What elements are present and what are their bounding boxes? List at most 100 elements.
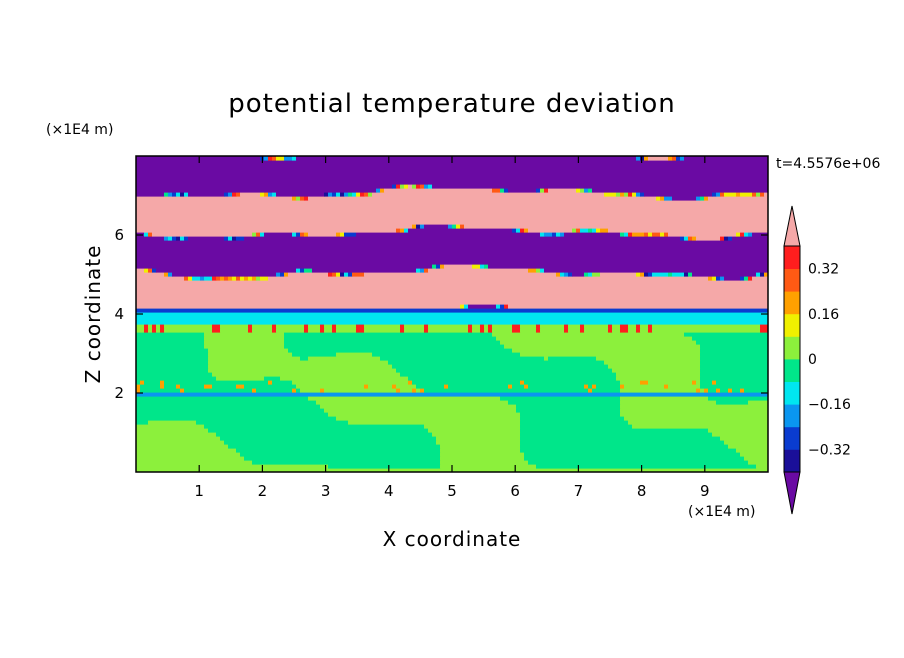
contour-cell <box>136 428 209 433</box>
contour-cell <box>748 232 753 237</box>
contour-cell <box>136 156 261 161</box>
contour-cell <box>568 324 581 329</box>
contour-cell <box>612 328 621 333</box>
contour-cell <box>236 276 241 281</box>
contour-cell <box>680 236 685 241</box>
contour-cell <box>440 456 525 461</box>
contour-cell <box>760 324 768 329</box>
contour-cell <box>136 224 413 229</box>
contour-cell <box>144 380 161 385</box>
contour-cell <box>308 328 321 333</box>
contour-cell <box>500 396 621 401</box>
contour-cell <box>148 232 153 237</box>
contour-cell <box>520 420 629 425</box>
contour-cell <box>620 388 697 393</box>
contour-cell <box>144 268 149 273</box>
contour-cell <box>748 460 768 465</box>
contour-cell <box>356 232 541 237</box>
contour-cell <box>724 276 741 281</box>
contour-cell <box>596 228 601 233</box>
contour-cell <box>700 196 705 201</box>
contour-cell <box>252 232 257 237</box>
contour-cell <box>256 388 293 393</box>
contour-cell <box>188 236 225 241</box>
contour-cell <box>528 460 749 465</box>
contour-cell <box>708 388 717 393</box>
contour-cell <box>764 192 768 197</box>
contour-cell <box>296 388 301 393</box>
contour-cell <box>136 448 237 453</box>
contour-cell <box>684 156 768 161</box>
contour-cell <box>332 192 337 197</box>
contour-cell <box>424 268 429 273</box>
contour-cell <box>136 256 768 261</box>
contour-cell <box>620 328 629 333</box>
contour-cell <box>520 436 721 441</box>
contour-cell <box>584 328 609 333</box>
contour-cell <box>248 324 253 329</box>
contour-cell <box>444 384 449 389</box>
contour-cell <box>388 360 605 365</box>
contour-cell <box>592 388 621 393</box>
contour-cell <box>632 192 637 197</box>
contour-cell <box>712 276 717 281</box>
contour-cell <box>524 380 621 385</box>
contour-cell <box>508 384 513 389</box>
contour-cell <box>492 324 513 329</box>
contour-cell <box>520 412 621 417</box>
contour-cell <box>136 400 317 405</box>
contour-cell <box>136 328 145 333</box>
contour-cell <box>136 180 768 185</box>
colorbar-band <box>784 359 800 382</box>
contour-cell <box>520 428 709 433</box>
contour-cell <box>136 204 768 209</box>
contour-cell <box>308 196 657 201</box>
contour-cell <box>160 328 165 333</box>
contour-cell <box>372 192 605 197</box>
x-tick-label: 5 <box>447 482 457 500</box>
contour-cell <box>164 324 213 329</box>
contour-cell <box>176 192 181 197</box>
contour-cell <box>304 268 313 273</box>
contour-cell <box>420 184 425 189</box>
chart-title: potential temperature deviation <box>228 89 675 119</box>
contour-cell <box>164 384 177 389</box>
contour-cell <box>740 192 753 197</box>
contour-cell <box>200 276 205 281</box>
y-unit-label: (×1E4 m) <box>46 122 113 138</box>
contour-cell <box>224 440 437 445</box>
contour-cell <box>440 452 525 457</box>
contour-cell <box>428 184 433 189</box>
contour-cell <box>364 384 369 389</box>
contour-cell <box>672 196 697 201</box>
contour-cell <box>216 432 433 437</box>
contour-cell <box>244 384 297 389</box>
contour-cell <box>448 224 453 229</box>
contour-cell <box>356 324 365 329</box>
contour-cell <box>672 272 685 277</box>
contour-cell <box>136 416 337 421</box>
contour-cell <box>700 372 768 377</box>
contour-cell <box>620 384 625 389</box>
contour-cell <box>488 328 493 333</box>
contour-cell <box>164 192 169 197</box>
contour-cell <box>136 236 165 241</box>
contour-cell <box>632 232 645 237</box>
contour-cell <box>184 388 253 393</box>
contour-cell <box>512 348 701 353</box>
contour-cell <box>636 324 641 329</box>
contour-cell <box>696 340 768 345</box>
contour-cell <box>648 324 653 329</box>
contour-cell <box>244 456 441 461</box>
contour-cell <box>612 324 621 329</box>
contour-cell <box>156 268 297 273</box>
contour-cell <box>136 436 221 441</box>
contour-cell <box>540 232 545 237</box>
contour-cell <box>136 364 209 369</box>
contour-cell <box>344 192 349 197</box>
contour-cell <box>336 352 373 357</box>
contour-cell <box>584 384 589 389</box>
contour-cell <box>168 236 173 241</box>
contour-cell <box>580 228 589 233</box>
contour-cell <box>588 228 593 233</box>
